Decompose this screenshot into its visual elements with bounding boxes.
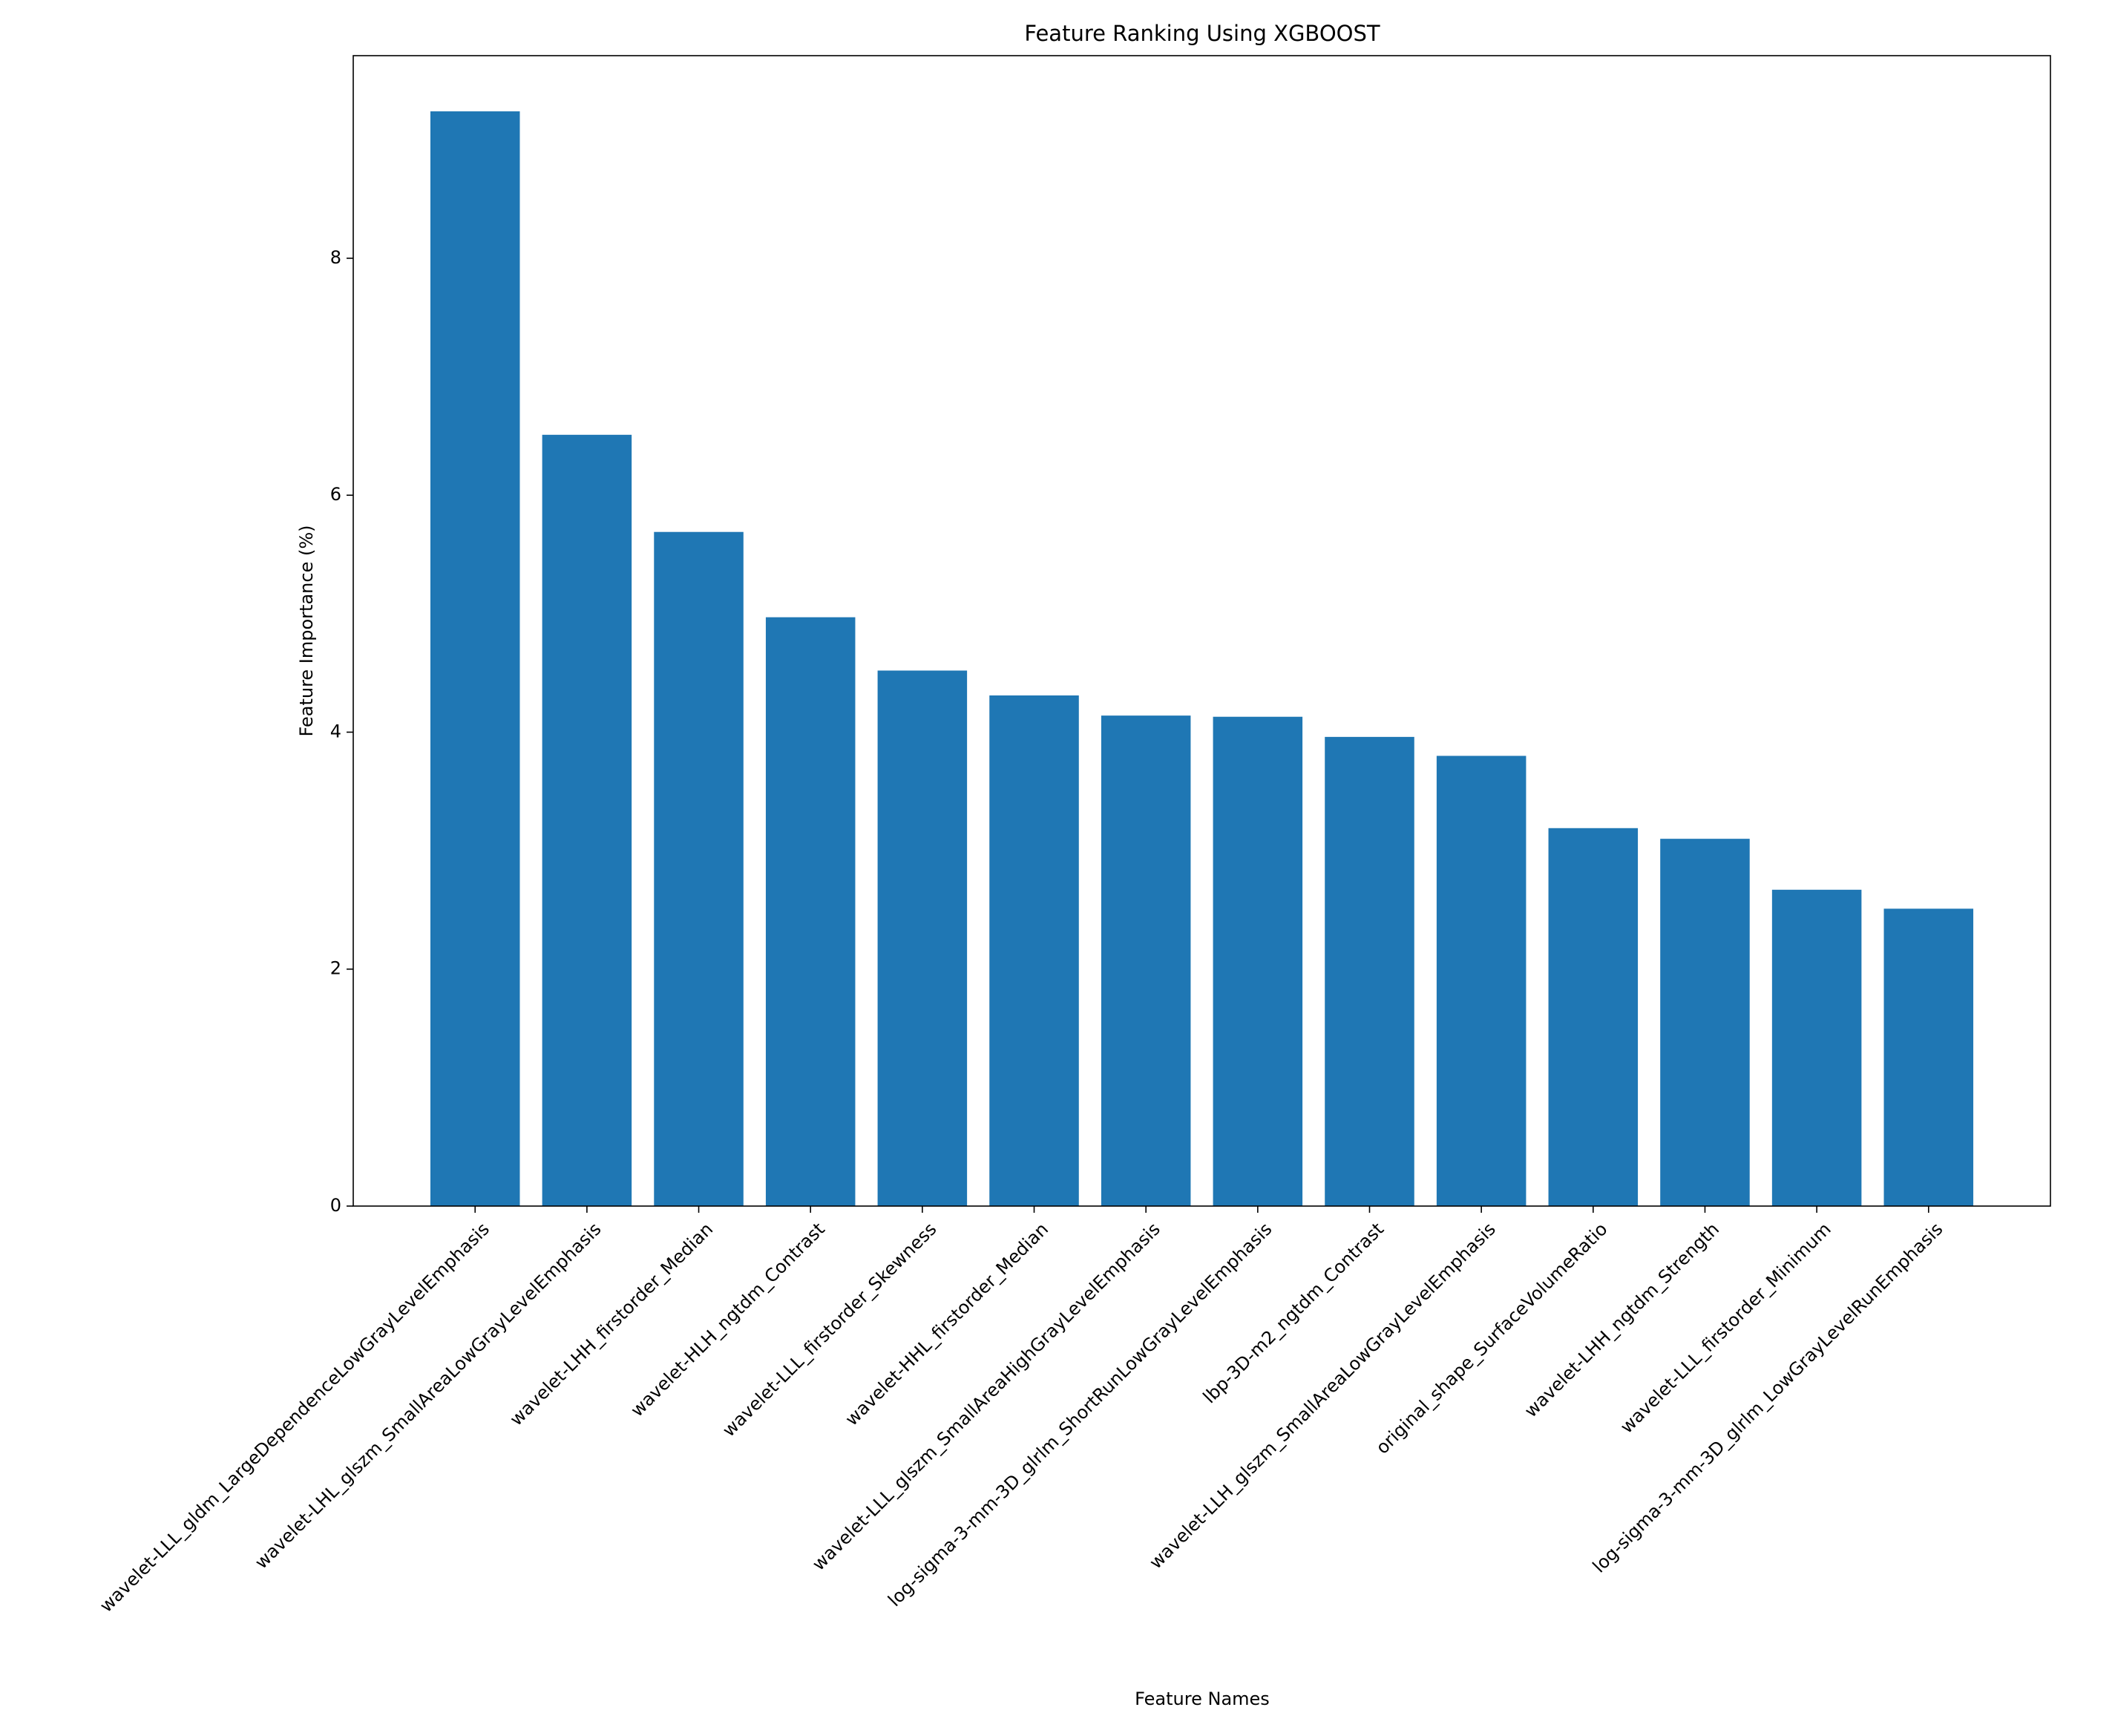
y-tick-label: 4 [330,721,341,741]
bar [430,111,520,1206]
bar [1883,908,1974,1206]
bar [1771,889,1862,1206]
bar [989,695,1079,1206]
y-axis-label: Feature Importance (%) [296,525,317,736]
chart-title: Feature Ranking Using XGBOOST [1024,21,1380,46]
bar [1213,716,1303,1206]
x-axis-label: Feature Names [1135,1688,1270,1709]
y-tick-label: 6 [330,484,341,505]
bar [1660,839,1750,1206]
y-tick-label: 0 [330,1195,341,1216]
bar [654,531,744,1206]
bar [1101,715,1191,1206]
plot-frame [352,55,2051,1207]
bar [1436,756,1527,1206]
bar [542,434,632,1206]
bar [1325,736,1414,1206]
bar [877,670,968,1206]
bar [1548,828,1639,1206]
bar [765,617,856,1206]
y-tick-label: 8 [330,247,341,268]
y-tick-label: 2 [330,958,341,979]
